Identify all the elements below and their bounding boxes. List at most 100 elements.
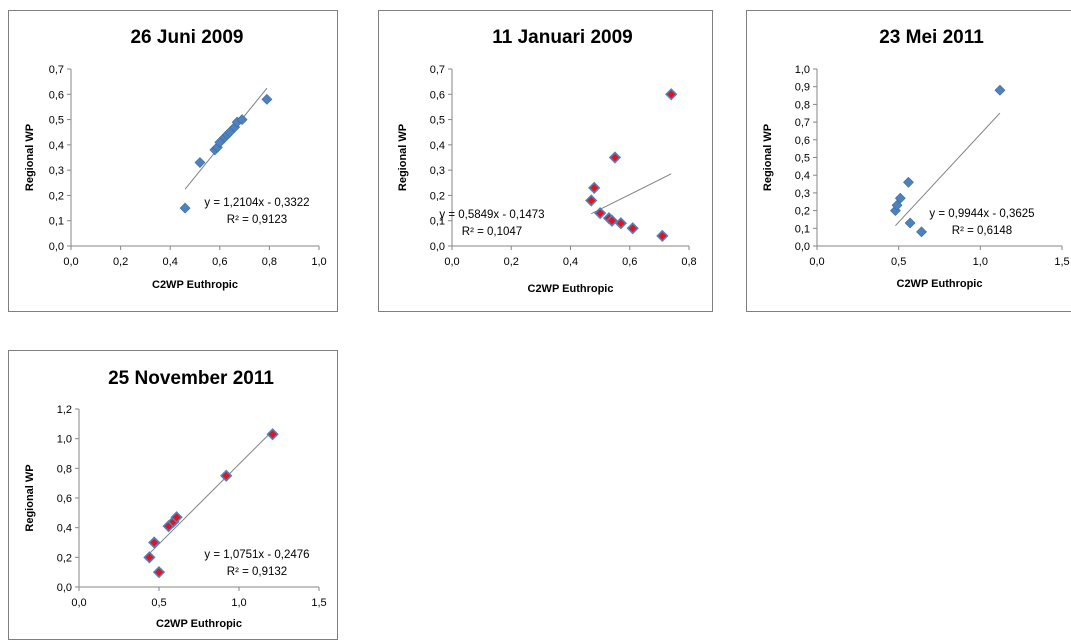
y-tick-label: 0,0	[795, 241, 810, 253]
y-tick-label: 0,9	[795, 82, 810, 94]
x-tick-label: 0,5	[891, 256, 906, 268]
r-squared-label: R² = 0,1047	[462, 226, 522, 238]
y-tick-label: 0,1	[430, 216, 445, 228]
y-tick-label: 0,6	[795, 135, 810, 147]
y-tick-label: 0,6	[430, 89, 445, 101]
x-tick-label: 0,8	[681, 256, 696, 268]
data-point	[626, 222, 639, 235]
data-point	[904, 217, 916, 229]
x-tick-label: 0,0	[71, 597, 86, 609]
x-tick-label: 0,4	[563, 256, 578, 268]
y-axis-label: Regional WP	[397, 124, 409, 191]
chart-title: 23 Mei 2011	[879, 27, 984, 48]
data-point	[179, 202, 191, 214]
trendline	[895, 112, 1001, 227]
y-tick-label: 0,1	[795, 223, 810, 235]
y-tick-label: 0,5	[795, 153, 810, 165]
data-point	[894, 192, 906, 204]
y-tick-label: 0,8	[795, 99, 810, 111]
x-tick-label: 0,2	[504, 256, 519, 268]
data-point	[656, 229, 669, 243]
x-tick-label: 1,5	[311, 597, 326, 609]
trendline	[149, 430, 273, 554]
y-tick-label: 0,7	[49, 64, 64, 76]
r-squared-label: R² = 0,6148	[952, 225, 1012, 237]
x-tick-label: 0,0	[444, 256, 459, 268]
trendline-equation: y = 0,5849x - 0,1473	[439, 209, 544, 221]
chart-panel-11-januari-2009: 11 Januari 2009 0,0 0,1 0,2 0,3 0,4 0,5 0,6 0,7 0…	[378, 10, 713, 312]
y-tick-label: 0,0	[49, 241, 64, 253]
y-tick-label: 0,4	[49, 140, 64, 152]
chart-svg: 26 Juni 2009 0,0 0,1 0,2 0,3 0,4 0,5 0,6 0,7 0,0 0…	[24, 27, 327, 291]
chart-panel-26-juni-2009: 26 Juni 2009 0,0 0,1 0,2 0,3 0,4 0,5 0,6 0,7 0,0 0…	[8, 10, 338, 312]
x-tick-label: 0,2	[113, 256, 128, 268]
x-axis-label: C2WP Euthropic	[897, 278, 983, 290]
y-tick-label: 0,2	[49, 190, 64, 202]
y-tick-label: 1,2	[57, 404, 72, 416]
y-tick-label: 0,6	[49, 89, 64, 101]
y-tick-label: 0,2	[430, 190, 445, 202]
x-tick-label: 0,5	[151, 597, 166, 609]
y-tick-label: 0,3	[49, 165, 64, 177]
y-tick-label: 0,0	[430, 241, 445, 253]
chart-svg: 23 Mei 2011 0,0 0,1 0,2 0,3 0,4 0,5 0,6 0,7 0,8 0,…	[762, 27, 1070, 290]
trendline-equation: y = 0,9944x - 0,3625	[929, 208, 1034, 220]
y-axis-label: Regional WP	[24, 124, 36, 191]
x-axis-label: C2WP Euthropic	[156, 618, 242, 630]
x-tick-label: 0,6	[622, 256, 637, 268]
y-tick-label: 0,3	[795, 188, 810, 200]
x-tick-label: 0,0	[809, 256, 824, 268]
trendline	[591, 173, 672, 215]
chart-svg: 11 Januari 2009 0,0 0,1 0,2 0,3 0,4 0,5 0,6 0,7 0…	[397, 27, 697, 295]
chart-title: 26 Juni 2009	[130, 27, 243, 48]
chart-panel-23-mei-2011: 23 Mei 2011 0,0 0,1 0,2 0,3 0,4 0,5 0,6 0,7 0,8 0,…	[746, 10, 1071, 312]
y-tick-label: 0,8	[57, 463, 72, 475]
data-point	[614, 217, 627, 230]
y-tick-label: 0,4	[430, 140, 445, 152]
data-point	[152, 566, 166, 579]
data-point	[220, 469, 233, 482]
data-point	[903, 176, 914, 188]
x-tick-label: 0,6	[212, 256, 227, 268]
y-tick-label: 0,7	[795, 117, 810, 129]
data-point	[143, 551, 156, 564]
x-tick-label: 0,4	[163, 256, 178, 268]
y-axis-label: Regional WP	[762, 124, 774, 191]
data-point	[593, 206, 607, 220]
x-axis-label: C2WP Euthropic	[528, 283, 614, 295]
y-tick-label: 1,0	[795, 64, 810, 76]
data-point	[261, 93, 273, 105]
x-tick-label: 0,8	[262, 256, 277, 268]
data-point	[266, 428, 279, 441]
y-tick-label: 0,5	[430, 115, 445, 127]
y-tick-label: 0,1	[49, 216, 64, 228]
r-squared-label: R² = 0,9123	[227, 214, 287, 226]
data-point	[588, 181, 601, 194]
trendline-equation: y = 1,0751x - 0,2476	[204, 549, 309, 561]
data-point	[665, 88, 678, 101]
y-tick-label: 0,5	[49, 115, 64, 127]
x-axis-label: C2WP Euthropic	[152, 279, 238, 291]
y-axis-label: Regional WP	[24, 464, 36, 531]
data-point	[148, 536, 161, 549]
y-tick-label: 0,0	[57, 582, 72, 594]
data-point	[236, 114, 248, 125]
chart-title: 25 November 2011	[108, 368, 274, 389]
x-tick-label: 1,0	[311, 256, 326, 268]
trendline-equation: y = 1,2104x - 0,3322	[204, 197, 309, 209]
y-tick-label: 0,7	[430, 64, 445, 76]
x-tick-label: 0,0	[63, 256, 78, 268]
y-tick-label: 0,6	[57, 493, 72, 505]
data-point	[194, 157, 206, 168]
data-point	[170, 511, 183, 524]
chart-svg: 25 November 2011 0,0 0,2 0,4 0,6 0,8 1,0 1,2 0,0…	[24, 368, 327, 630]
y-tick-label: 0,4	[795, 170, 810, 182]
y-tick-label: 0,2	[57, 552, 72, 564]
data-point	[608, 151, 622, 164]
data-point	[585, 194, 598, 207]
data-point	[605, 214, 619, 227]
data-point	[994, 84, 1006, 96]
x-tick-label: 1,5	[1054, 256, 1069, 268]
x-tick-label: 1,0	[973, 256, 988, 268]
y-tick-label: 1,0	[57, 434, 72, 446]
